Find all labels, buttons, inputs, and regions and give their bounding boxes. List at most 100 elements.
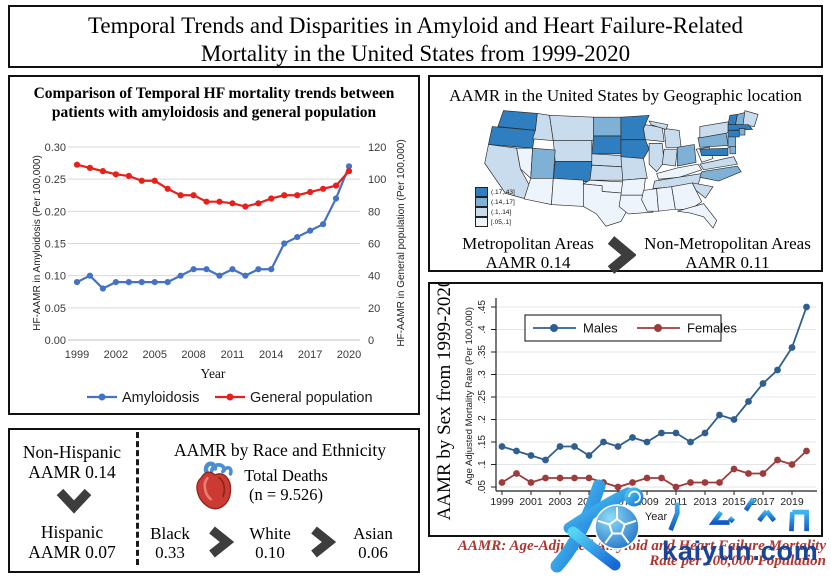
svg-text:2020: 2020	[337, 349, 361, 361]
total-deaths-n: (n = 9.526)	[249, 485, 323, 504]
svg-text:120: 120	[368, 142, 386, 154]
map-legend-row: (.1,.14]	[475, 207, 515, 217]
svg-text:.35: .35	[477, 345, 488, 359]
map-legend: (.17,.43] (.14,.17] (.1,.14] [.05,.1]	[475, 187, 515, 227]
us-choropleth-map	[484, 110, 759, 229]
hf-chart-title: Comparison of Temporal HF mortality tren…	[33, 85, 395, 121]
svg-text:.1: .1	[477, 460, 488, 469]
metro-label: Metropolitan Areas	[462, 234, 594, 253]
svg-text:2009: 2009	[635, 496, 659, 508]
hf-gridlines	[68, 146, 360, 341]
legend-swatch	[475, 187, 488, 197]
map-title: AAMR in the United States by Geographic …	[449, 86, 802, 105]
state-ct	[727, 130, 740, 138]
state-ms	[641, 188, 659, 212]
state-de	[729, 146, 736, 155]
legend-swatch	[475, 217, 488, 227]
svg-text:60: 60	[368, 239, 380, 251]
state-nc	[699, 165, 742, 182]
footnote-line2: Rate per 100,000 Population	[649, 552, 826, 569]
state-mo	[620, 156, 648, 181]
state-tx	[583, 183, 631, 227]
metro-comparison-row: Metropolitan Areas AAMR 0.14 Non-Metropo…	[430, 232, 821, 274]
geographic-map-panel: AAMR in the United States by Geographic …	[428, 75, 823, 274]
total-deaths-stat: Total Deaths (n = 9.526)	[238, 466, 334, 504]
hispanic-stat: Hispanic AAMR 0.07	[10, 522, 134, 562]
map-legend-row: [.05,.1]	[475, 217, 515, 227]
svg-text:2002: 2002	[104, 349, 128, 361]
state-fl	[677, 203, 718, 229]
nonmetro-areas-stat: Non-Metropolitan Areas AAMR 0.11	[635, 234, 820, 272]
state-or	[488, 126, 536, 149]
state-nd	[593, 116, 622, 137]
svg-text:2017: 2017	[298, 349, 322, 361]
non-hispanic-label: Non-Hispanic	[22, 442, 122, 462]
svg-text:.25: .25	[477, 390, 488, 404]
legend-label: [.05,.1]	[491, 218, 511, 226]
svg-text:Year: Year	[201, 366, 226, 381]
males-series	[498, 303, 810, 464]
state-wy	[552, 140, 593, 162]
state-id	[532, 113, 554, 142]
svg-text:0: 0	[368, 335, 374, 347]
hispanic-value: AAMR 0.07	[28, 542, 116, 562]
greater-than-down-icon	[56, 488, 92, 514]
greater-than-icon	[209, 526, 234, 558]
state-va	[699, 156, 738, 171]
svg-text:HF-AAMR in General population: HF-AAMR in General population (Per 100,0…	[396, 139, 407, 346]
svg-text:HF-AAMR in Amyloidosis (Per 10: HF-AAMR in Amyloidosis (Per 100,000)	[32, 155, 43, 331]
state-ut	[530, 147, 556, 179]
svg-text:.15: .15	[477, 435, 488, 449]
state-nj	[727, 135, 736, 148]
state-sc	[691, 182, 714, 199]
svg-text:Females: Females	[687, 321, 737, 336]
state-mt	[549, 114, 595, 142]
amyloidosis-series	[73, 163, 353, 292]
state-ne	[591, 153, 626, 168]
race-name: White	[249, 524, 291, 543]
svg-text:1999: 1999	[65, 349, 89, 361]
svg-text:.2: .2	[477, 415, 488, 424]
sex-trends-chart: .05 .1 .15 .2 .25 .3 .35 .4 .45 1999 2001 2003 2005 2…	[434, 284, 817, 523]
svg-text:2014: 2014	[259, 349, 283, 361]
svg-text:0.15: 0.15	[45, 239, 66, 251]
legend-swatch	[475, 207, 488, 217]
hf-trends-chart: 0.00 0 0.05 20 0.10 40 0.15 60 0.20 80 0.25 100 0.30…	[32, 139, 407, 406]
svg-text:100: 100	[368, 174, 386, 186]
state-ri	[738, 128, 746, 136]
state-mi_up	[648, 120, 669, 130]
svg-text:Year: Year	[645, 511, 668, 523]
svg-text:Amyloidosis: Amyloidosis	[122, 390, 199, 406]
svg-text:2011: 2011	[221, 349, 245, 361]
svg-text:Age Adjusted Mortality Rate (P: Age Adjusted Mortality Rate (Per 100,000…	[464, 307, 475, 485]
anatomical-heart-icon	[192, 460, 236, 517]
svg-text:40: 40	[368, 271, 380, 283]
footnote-line1: AAMR: Age-Adjusted Amyloid and Heart Fai…	[457, 538, 826, 554]
race-ethnicity-panel: Non-Hispanic AAMR 0.14 Hispanic AAMR 0.0…	[8, 428, 420, 573]
state-nm	[551, 177, 584, 207]
nonmetro-value: AAMR 0.11	[685, 253, 770, 272]
svg-text:0.30: 0.30	[45, 142, 66, 154]
svg-text:2003: 2003	[548, 496, 572, 508]
race-name: Black	[150, 524, 190, 543]
state-mi	[663, 128, 682, 148]
race-stat-white: White 0.10	[237, 524, 303, 562]
svg-text:2019: 2019	[780, 496, 804, 508]
svg-text:1999: 1999	[490, 496, 514, 508]
state-me	[742, 110, 759, 127]
footnote: AAMR: Age-Adjusted Amyloid and Heart Fai…	[426, 539, 826, 568]
map-legend-row: (.14,.17]	[475, 197, 515, 207]
state-ma	[727, 124, 754, 131]
state-ar	[620, 177, 646, 196]
greater-than-icon	[311, 526, 336, 558]
race-panel-title: AAMR by Race and Ethnicity	[174, 440, 386, 460]
legend-label: (.17,.43]	[491, 188, 515, 196]
svg-text:0.20: 0.20	[45, 206, 66, 218]
svg-text:2015: 2015	[722, 496, 746, 508]
sex-trends-panel: .05 .1 .15 .2 .25 .3 .35 .4 .45 1999 2001 2003 2005 2…	[428, 282, 823, 537]
race-value: 0.06	[358, 543, 388, 562]
dashed-divider	[136, 432, 139, 565]
svg-text:2001: 2001	[519, 496, 543, 508]
hf-trends-panel: 0.00 0 0.05 20 0.10 40 0.15 60 0.20 80 0.25 100 0.30…	[8, 75, 420, 415]
females-series	[498, 447, 810, 491]
